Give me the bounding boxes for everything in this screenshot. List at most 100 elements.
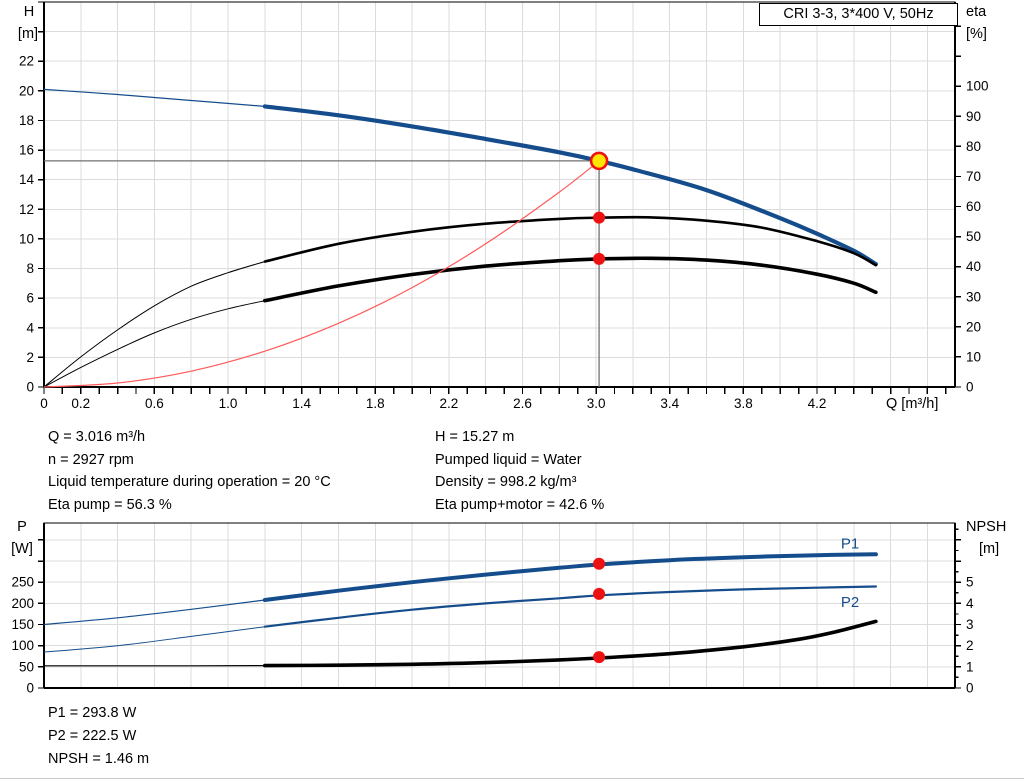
axes	[43, 2, 956, 388]
info-npsh: NPSH = 1.46 m	[48, 751, 150, 767]
y-right-tick-label: 4	[966, 596, 974, 611]
y-right-tick-label: 0	[966, 681, 974, 696]
duty-point-dot	[593, 252, 606, 265]
P1-label: P1	[841, 535, 859, 552]
y-right-tick-label: 40	[966, 259, 981, 274]
grid	[44, 2, 955, 387]
series	[43, 552, 878, 668]
y-right-tick-label: 5	[966, 575, 974, 590]
y-left-tick-label: 12	[19, 202, 34, 217]
npsh-axis-unit: [m]	[979, 541, 1000, 557]
ticks	[38, 1, 961, 394]
y-left-tick-label: 200	[11, 596, 34, 611]
series	[43, 88, 878, 388]
x-tick-label: 0	[40, 396, 48, 411]
system-curve-curve	[43, 160, 600, 388]
P1-curve-thin	[43, 599, 265, 626]
duty-info-right: H = 15.27 m Pumped liquid = Water Densit…	[435, 426, 604, 516]
p-axis-name: P	[17, 519, 27, 535]
y-right-tick-label: 100	[966, 79, 989, 94]
duty-info-bottom: P1 = 293.8 W P2 = 222.5 W NPSH = 1.46 m	[48, 702, 149, 771]
duty-point-dot	[593, 557, 606, 570]
ticks	[38, 528, 961, 689]
x-tick-label: 3.0	[587, 396, 606, 411]
y-left-tick-label: 250	[11, 575, 34, 590]
npsh-axis-name: NPSH	[966, 519, 1007, 535]
info-p2: P2 = 222.5 W	[48, 728, 137, 744]
y-left-tick-label: 22	[19, 54, 34, 69]
eta-pump-curve-thin	[43, 261, 265, 388]
p-axis-unit: [W]	[11, 541, 33, 557]
x-tick-label: 1.0	[219, 396, 238, 411]
x-tick-label: 0.2	[71, 396, 90, 411]
P2-curve-thin	[43, 626, 265, 653]
info-p1: P1 = 293.8 W	[48, 705, 137, 721]
y-left-tick-label: 18	[19, 113, 34, 128]
y-left-tick-label: 0	[26, 681, 34, 696]
eta-pump-motor-curve	[263, 256, 878, 303]
y-left-tick-label: 8	[26, 261, 34, 276]
NPSH-curve-curve	[263, 619, 878, 668]
y-right-tick-label: 1	[966, 659, 974, 674]
x-tick-label: 0.6	[145, 396, 164, 411]
duty-point-marker	[589, 151, 609, 171]
duty-point-dot	[593, 587, 606, 600]
x-tick-label: 3.8	[734, 396, 753, 411]
y-right-tick-label: 60	[966, 199, 981, 214]
eta-pump-curve	[263, 215, 878, 267]
eta-axis-unit: [%]	[966, 26, 987, 42]
power-npsh-chart: 0 50 100 150 200 250 0 1 2 3 4 5 P1 P2	[11, 522, 974, 696]
duty-info-left: Q = 3.016 m³/h n = 2927 rpm Liquid tempe…	[48, 426, 331, 516]
y-left-tick-label: 10	[19, 231, 34, 246]
info-temperature: Liquid temperature during operation = 20…	[48, 474, 331, 490]
info-liquid: Pumped liquid = Water	[435, 451, 582, 468]
info-density: Density = 998.2 kg/m³	[435, 474, 577, 490]
duty-point-dot	[593, 211, 606, 224]
y-right-tick-label: 50	[966, 229, 981, 244]
y-left-tick-label: 100	[11, 638, 34, 653]
y-left-tick-label: 50	[19, 659, 34, 674]
P1-curve	[262, 552, 878, 602]
pump-title-box: CRI 3-3, 3*400 V, 50Hz	[759, 3, 958, 26]
y-right-tick-label: 30	[966, 289, 981, 304]
y-right-tick-label: 20	[966, 319, 981, 334]
tick-labels: 0 50 100 150 200 250 0 1 2 3 4 5	[11, 575, 974, 696]
pump-curve-H-curve	[262, 104, 878, 267]
q-axis-label: Q [m³/h]	[886, 396, 939, 412]
y-left-tick-label: 4	[26, 320, 34, 335]
h-axis-unit: [m]	[17, 26, 39, 42]
y-left-tick-label: 16	[19, 143, 34, 158]
plot-border	[43, 1, 956, 388]
x-tick-label: 1.8	[366, 396, 385, 411]
duty-point-dot	[593, 651, 606, 664]
grid	[44, 523, 955, 688]
P2-label: P2	[841, 594, 859, 611]
y-right-tick-label: 70	[966, 169, 981, 184]
y-left-tick-label: 14	[19, 172, 35, 187]
y-right-tick-label: 10	[966, 349, 981, 364]
y-left-tick-label: 0	[26, 380, 34, 395]
y-left-tick-label: 150	[11, 617, 34, 632]
y-left-tick-label: 2	[26, 350, 34, 365]
info-eta-pump-motor: Eta pump+motor = 42.6 %	[435, 496, 605, 513]
info-head: H = 15.27 m	[435, 429, 515, 445]
y-left-tick-label: 20	[19, 83, 34, 98]
pump-curve-H-curve-thin	[43, 88, 265, 107]
duty-crosshair	[44, 160, 600, 387]
y-left-tick-label: 6	[26, 291, 34, 306]
eta-pump-motor-curve-thin	[43, 300, 265, 388]
P2-curve	[263, 585, 877, 628]
eta-axis-name: eta	[966, 4, 987, 20]
info-speed: n = 2927 rpm	[48, 451, 134, 468]
x-tick-label: 2.6	[513, 396, 532, 411]
info-eta-pump: Eta pump = 56.3 %	[48, 496, 172, 513]
window-bottom-edge	[0, 778, 1024, 779]
hq-eta-chart: 0 0.2 0.6 1.0 1.4 1.8 2.2 2.6 3.0 3.4 3.8 4.2 0 2 4 6 8 1…	[19, 1, 989, 411]
tick-labels: 0 0.2 0.6 1.0 1.4 1.8 2.2 2.6 3.0 3.4 3.8 4.2 0 2 4 6 8 1…	[19, 54, 989, 411]
h-axis-name: H	[23, 4, 35, 20]
y-right-tick-label: 2	[966, 638, 974, 653]
x-tick-label: 2.2	[439, 396, 458, 411]
y-right-tick-label: 3	[966, 617, 974, 632]
